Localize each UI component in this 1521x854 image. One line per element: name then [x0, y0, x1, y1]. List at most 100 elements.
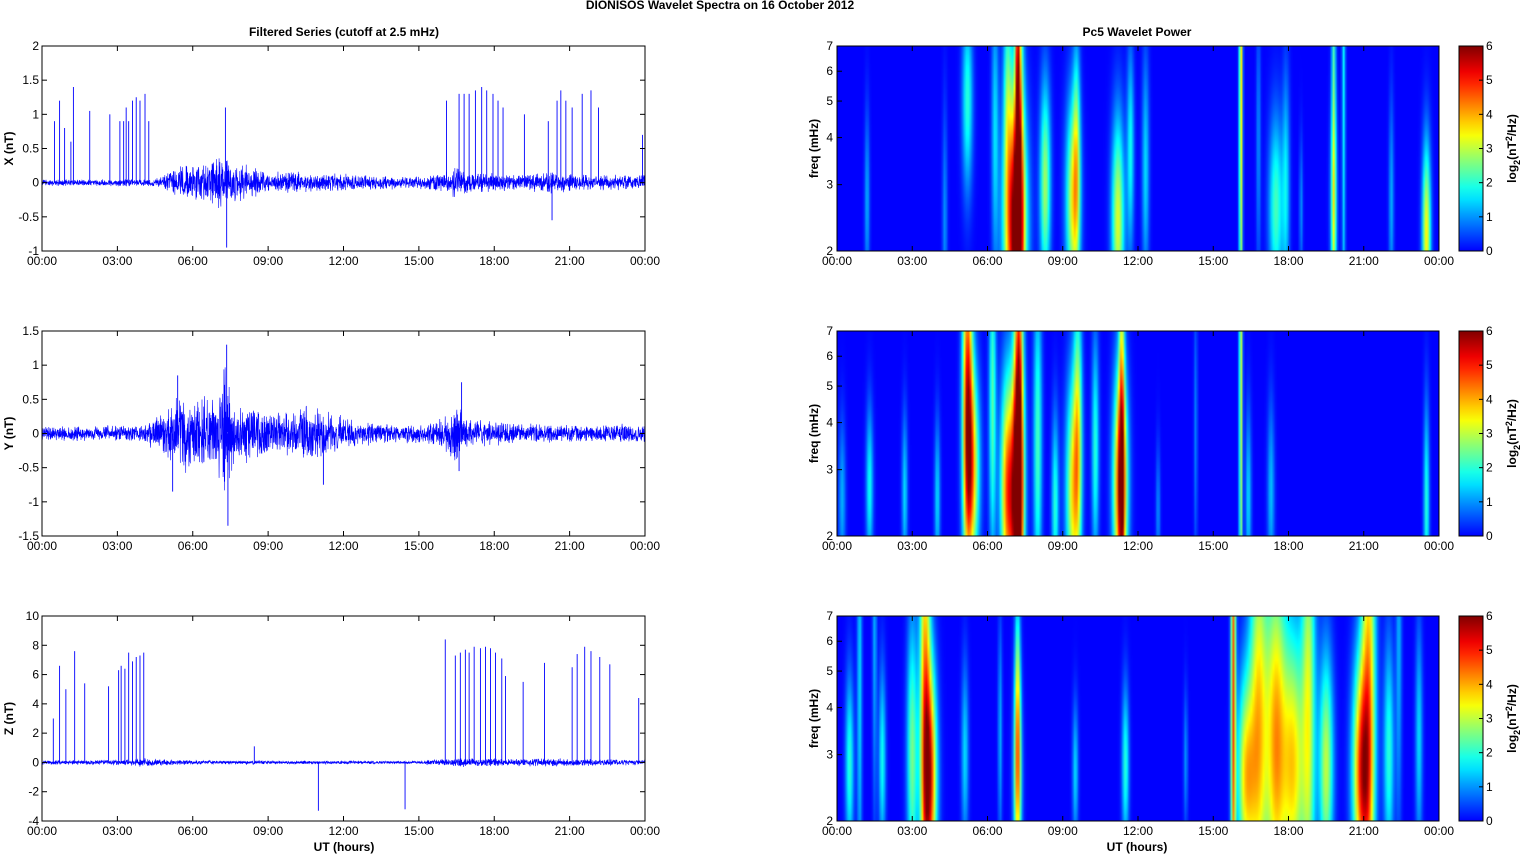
- wavelet-x-xtick-label: 00:00: [822, 254, 852, 268]
- wavelet-x-xtick-label: 06:00: [972, 254, 1002, 268]
- wavelet-z-xtick-label: 00:00: [1424, 824, 1454, 838]
- wavelet-y-xtick-label: 09:00: [1048, 539, 1078, 553]
- series-y-ytick-label: -1.5: [18, 529, 39, 543]
- wavelet-y-colorbar-tick-label: 6: [1486, 324, 1493, 338]
- series-x-xtick-label: 00:00: [27, 254, 57, 268]
- wavelet-z-ytick-label: 7: [826, 609, 833, 623]
- series-y-ytick-label: 1.5: [22, 324, 39, 338]
- wavelet-y-ytick-label: 6: [826, 349, 833, 363]
- series-x-ylabel: X (nT): [2, 132, 16, 166]
- wavelet-y-colorbar-tick-label: 5: [1486, 358, 1493, 372]
- series-x-xtick-label: 00:00: [630, 254, 660, 268]
- wavelet-z-xtick-label: 00:00: [822, 824, 852, 838]
- series-z-ytick-label: 8: [32, 638, 39, 652]
- series-z-ytick-label: -2: [28, 785, 39, 799]
- series-x-ytick-label: 1: [32, 107, 39, 121]
- colorbar-y: 0 1 2 3 4 5 6 log2(nT2/Hz): [1458, 324, 1521, 543]
- time-series-panel-y: -1.5 -1 -0.5 0 0.5 1 1.5 00:00 03:00 06:00 09:00 12…: [2, 324, 660, 553]
- right-x-axis-label: UT (hours): [1107, 840, 1168, 854]
- series-y-xtick-label: 12:00: [328, 539, 358, 553]
- wavelet-y-xtick-label: 15:00: [1198, 539, 1228, 553]
- series-y-ytick-label: -1: [28, 495, 39, 509]
- wavelet-z-xtick-label: 18:00: [1273, 824, 1303, 838]
- left-column-title: Filtered Series (cutoff at 2.5 mHz): [249, 25, 439, 39]
- wavelet-y-ytick-label: 3: [826, 463, 833, 477]
- series-z-xtick-label: 12:00: [328, 824, 358, 838]
- wavelet-z-colorbar-tick-label: 1: [1486, 780, 1493, 794]
- wavelet-y-xtick-label: 21:00: [1349, 539, 1379, 553]
- wavelet-x-ytick-label: 6: [826, 64, 833, 78]
- series-y-ytick-label: 0: [32, 427, 39, 441]
- wavelet-z-power-map: [837, 616, 1439, 821]
- wavelet-y-xtick-label: 12:00: [1123, 539, 1153, 553]
- series-z-ytick-label: 0: [32, 755, 39, 769]
- series-x-ytick-label: 2: [32, 39, 39, 53]
- wavelet-panel-z: 2 3 4 5 6 7 00:00 03:00 06:00 09:00 12:00 15:00 18:0…: [807, 609, 1454, 838]
- wavelet-z-xtick-label: 03:00: [897, 824, 927, 838]
- series-z-xtick-label: 06:00: [178, 824, 208, 838]
- wavelet-z-xtick-label: 09:00: [1048, 824, 1078, 838]
- left-x-axis-label: UT (hours): [314, 840, 375, 854]
- series-y-xtick-label: 18:00: [479, 539, 509, 553]
- wavelet-z-ytick-label: 3: [826, 748, 833, 762]
- right-column-title: Pc5 Wavelet Power: [1083, 25, 1192, 39]
- wavelet-z-ytick-label: 2: [826, 814, 833, 828]
- wavelet-x-colorbar-tick-label: 1: [1486, 210, 1493, 224]
- wavelet-y-ylabel: freq (mHz): [807, 404, 821, 463]
- wavelet-x-ytick-label: 3: [826, 178, 833, 192]
- series-z-ytick-label: 2: [32, 726, 39, 740]
- series-z-ytick-label: 4: [32, 697, 39, 711]
- wavelet-x-xtick-label: 00:00: [1424, 254, 1454, 268]
- wavelet-z-xtick-label: 15:00: [1198, 824, 1228, 838]
- series-x-xtick-label: 06:00: [178, 254, 208, 268]
- wavelet-x-colorbar-label: log2(nT2/Hz): [1504, 114, 1521, 183]
- series-y-trace: [42, 367, 645, 491]
- wavelet-y-colorbar-tick-label: 3: [1486, 427, 1493, 441]
- wavelet-z-ytick-label: 6: [826, 634, 833, 648]
- wavelet-z-xtick-label: 06:00: [972, 824, 1002, 838]
- series-y-ytick-label: -0.5: [18, 461, 39, 475]
- time-series-panel-x: -1 -0.5 0 0.5 1 1.5 2 00:00 03:00 06:00 09:00 12:00…: [2, 39, 660, 268]
- wavelet-y-colorbar-tick-label: 1: [1486, 495, 1493, 509]
- series-x-ytick-label: 1.5: [22, 73, 39, 87]
- wavelet-y-colorbar-tick-label: 4: [1486, 392, 1493, 406]
- series-y-xtick-label: 21:00: [555, 539, 585, 553]
- wavelet-z-colorbar-tick-label: 6: [1486, 609, 1493, 623]
- wavelet-x-power-map: [837, 46, 1439, 251]
- wavelet-y-xtick-label: 06:00: [972, 539, 1002, 553]
- series-x-ytick-label: -1: [28, 244, 39, 258]
- wavelet-z-xtick-label: 21:00: [1349, 824, 1379, 838]
- wavelet-y-colorbar-tick-label: 0: [1486, 529, 1493, 543]
- series-z-xtick-label: 03:00: [102, 824, 132, 838]
- wavelet-y-ytick-label: 2: [826, 529, 833, 543]
- series-z-ytick-label: -4: [28, 814, 39, 828]
- series-y-xtick-label: 00:00: [630, 539, 660, 553]
- wavelet-x-ytick-label: 2: [826, 244, 833, 258]
- series-y-xtick-label: 09:00: [253, 539, 283, 553]
- figure-title: DIONISOS Wavelet Spectra on 16 October 2…: [586, 0, 855, 12]
- series-y-xtick-label: 00:00: [27, 539, 57, 553]
- wavelet-x-colorbar-tick-label: 3: [1486, 142, 1493, 156]
- series-z-xtick-label: 00:00: [27, 824, 57, 838]
- series-x-trace: [42, 158, 645, 208]
- wavelet-x-xtick-label: 03:00: [897, 254, 927, 268]
- wavelet-x-ylabel: freq (mHz): [807, 119, 821, 178]
- series-y-ytick-label: 1: [32, 358, 39, 372]
- wavelet-panel-x: 2 3 4 5 6 7 00:00 03:00 06:00 09:00 12:00 15:00 18:0…: [807, 39, 1454, 268]
- wavelet-x-ytick-label: 4: [826, 131, 833, 145]
- series-z-trace: [42, 757, 645, 767]
- colorbar-x: 0 1 2 3 4 5 6 log2(nT2/Hz): [1458, 39, 1521, 258]
- wavelet-x-colorbar-tick-label: 2: [1486, 176, 1493, 190]
- series-x-xtick-label: 15:00: [404, 254, 434, 268]
- wavelet-z-colorbar-tick-label: 5: [1486, 643, 1493, 657]
- wavelet-z-ytick-label: 5: [826, 664, 833, 678]
- series-y-ytick-label: 0.5: [22, 392, 39, 406]
- wavelet-z-colorbar-tick-label: 3: [1486, 712, 1493, 726]
- wavelet-x-ytick-label: 5: [826, 94, 833, 108]
- series-x-xtick-label: 12:00: [328, 254, 358, 268]
- wavelet-x-ytick-label: 7: [826, 39, 833, 53]
- wavelet-y-xtick-label: 18:00: [1273, 539, 1303, 553]
- wavelet-z-colorbar-tick-label: 0: [1486, 814, 1493, 828]
- wavelet-x-colorbar-tick-label: 0: [1486, 244, 1493, 258]
- series-z-ytick-label: 6: [32, 668, 39, 682]
